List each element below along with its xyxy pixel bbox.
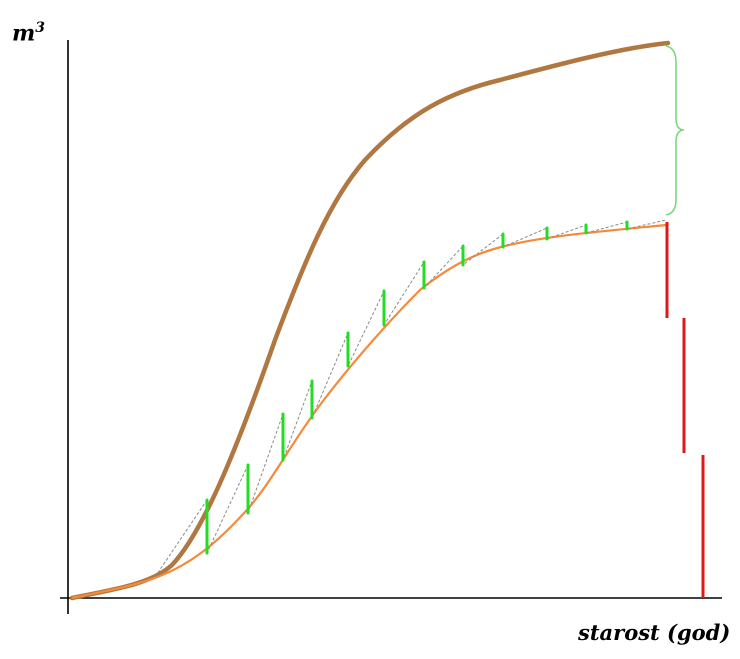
removal-marks	[665, 222, 705, 598]
y-axis-label: m3	[12, 20, 45, 46]
y-axis-label-base: m	[12, 20, 36, 47]
lower-growth-curve	[71, 223, 667, 600]
y-axis-label-exponent: 3	[35, 20, 46, 36]
thinning-sawtooth	[154, 219, 667, 578]
increment-marks	[205, 220, 629, 555]
upper-growth-curve	[69, 40, 671, 601]
difference-brace	[665, 45, 685, 216]
x-axis-label: starost (god)	[578, 620, 731, 645]
